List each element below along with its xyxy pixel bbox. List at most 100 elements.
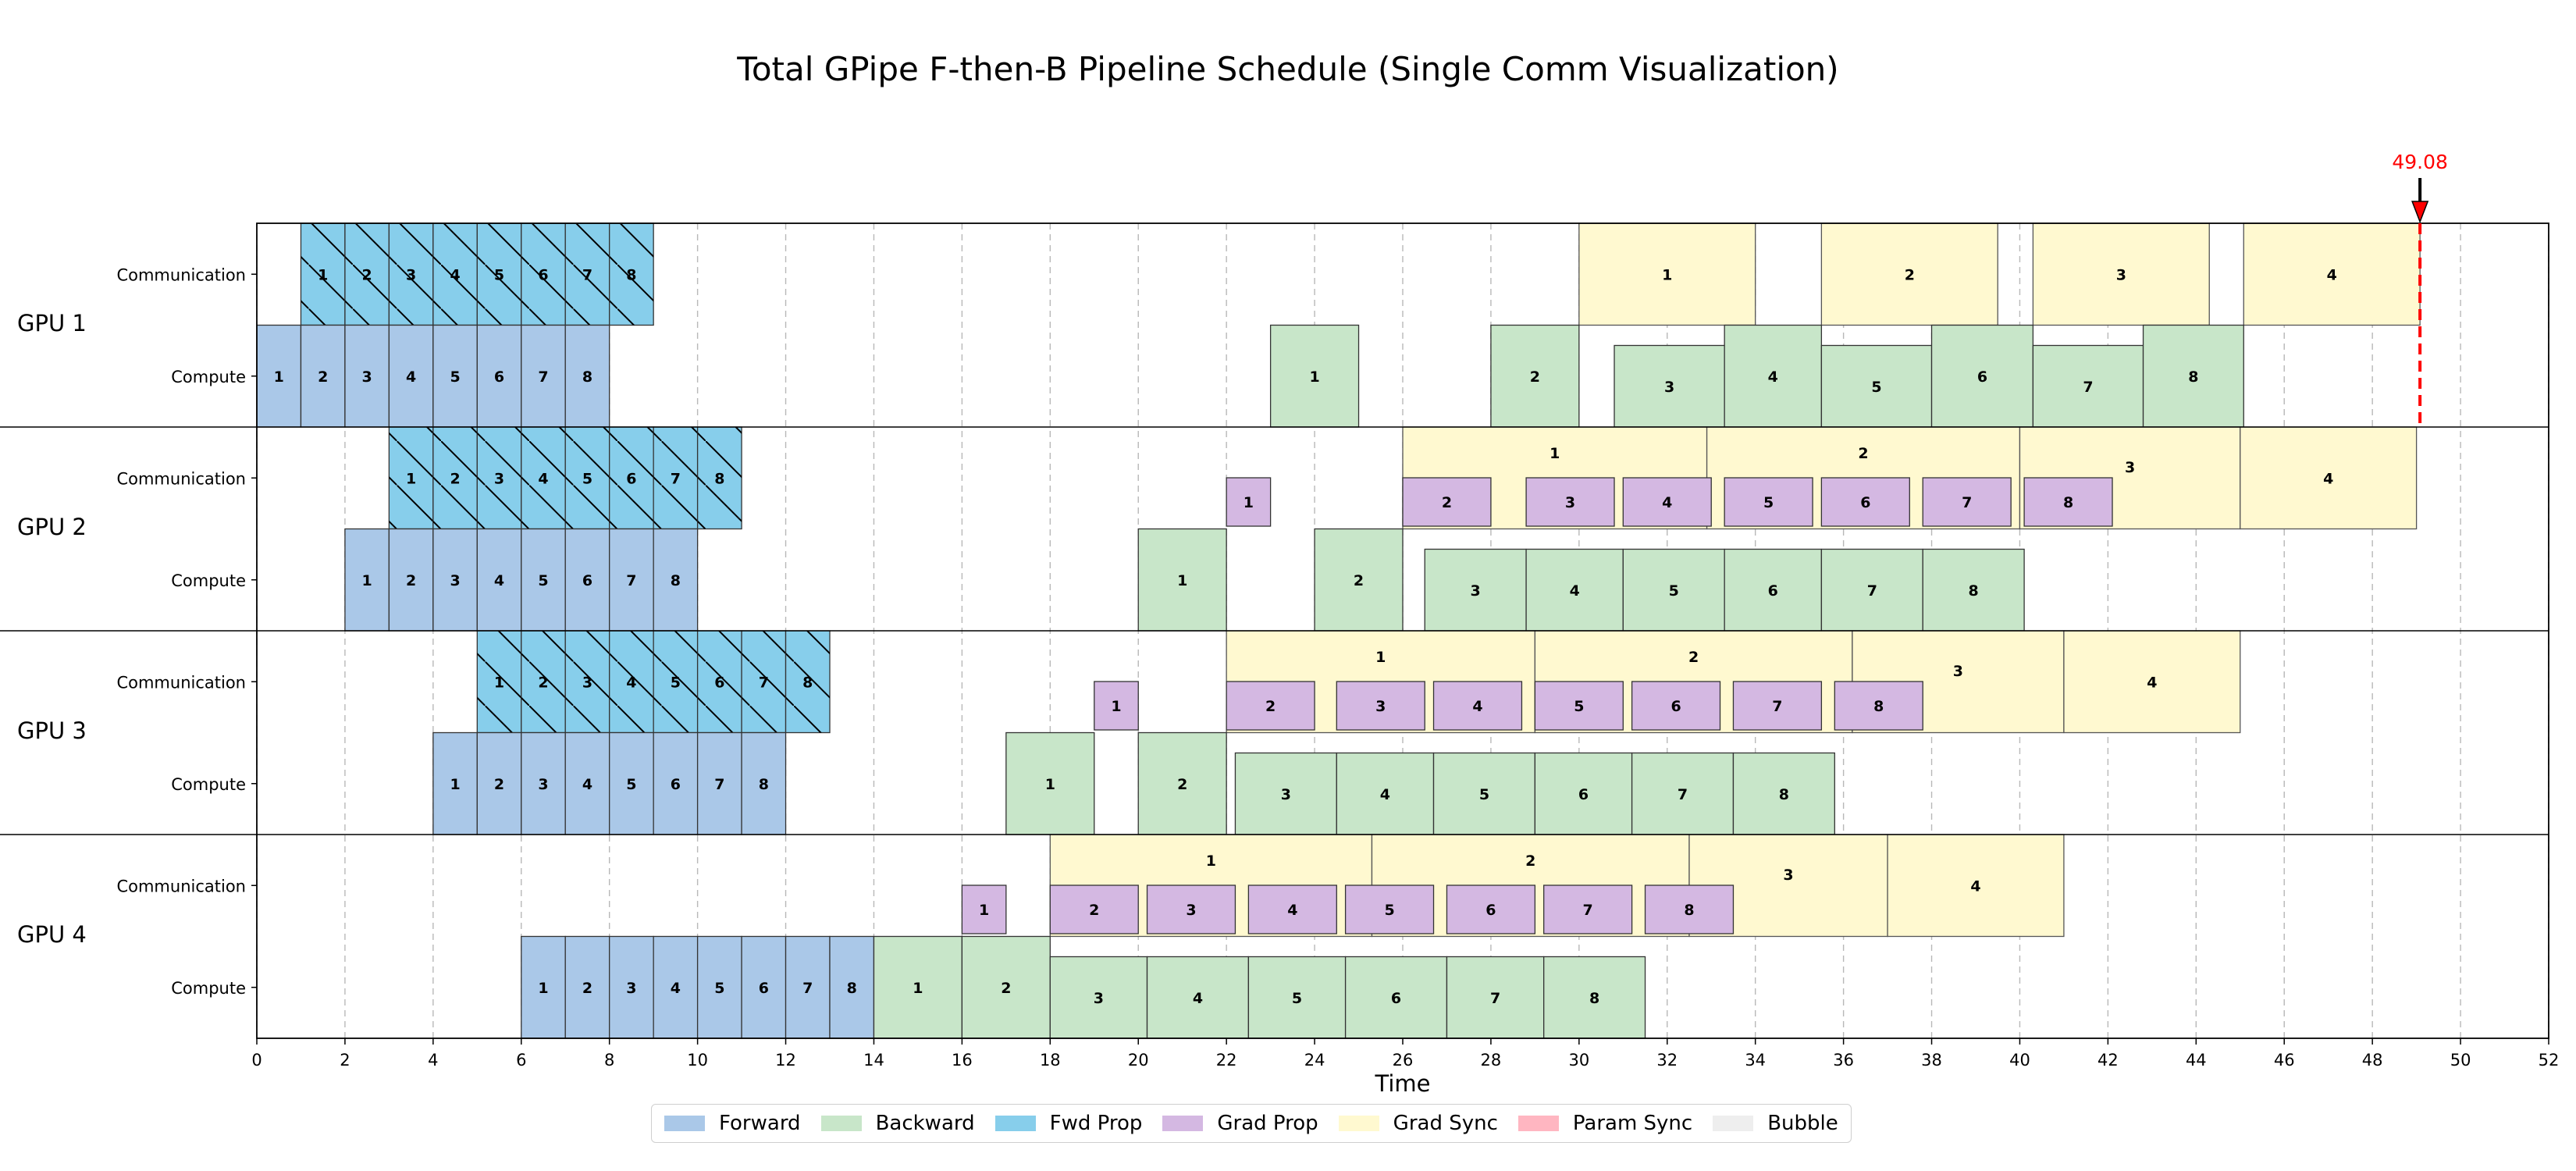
task-label: 4 [1768,368,1778,386]
gpu-label: GPU 3 [17,717,87,744]
task-label: 5 [450,368,460,386]
grad-prop-bar [1344,884,1435,934]
backward-bar [2142,324,2244,428]
grad-prop-bar [1146,884,1236,934]
forward-bar [388,324,434,428]
task-label: 6 [1860,494,1870,511]
legend-item: Param Sync [1517,1112,1692,1135]
lane-label: Communication [116,265,246,284]
forward-bar [564,324,610,428]
task-label: 2 [1905,266,1915,283]
task-label: 6 [1768,582,1778,600]
backward-bar [1234,752,1337,835]
lane-label: Communication [116,877,246,895]
task-label: 3 [1375,698,1386,715]
task-label: 4 [538,470,548,487]
backward-bar [1344,956,1448,1039]
backward-bar [1424,548,1527,632]
task-label: 5 [1763,494,1774,511]
grad-prop-bar [1247,884,1337,934]
forward-bar [521,528,566,632]
task-label: 4 [1662,494,1672,511]
task-label: 6 [1485,902,1496,919]
task-label: 7 [759,674,769,691]
grad-prop-bar [1724,477,1813,527]
backward-bar [1005,731,1095,835]
task-label: 1 [913,980,923,997]
x-axis: 0 2 4 6 8 10 12 14 16 18 20 22 24 26 28 30 32 34 36 38 40 42 4… [251,1038,2559,1097]
task-label: 3 [538,776,548,793]
x-tick-label: 46 [2274,1051,2295,1070]
legend-swatch [994,1116,1036,1131]
task-label: 8 [2063,494,2073,511]
lane-label: Communication [116,673,246,692]
task-label: 1 [362,572,372,589]
forward-bar [829,935,875,1039]
x-tick-label: 10 [687,1051,708,1070]
forward-bar [741,935,787,1039]
legend-swatch [1713,1116,1754,1131]
grad-prop-bar [1834,681,1923,731]
grad-prop-bar [1644,884,1735,934]
task-label: 1 [1111,698,1121,715]
x-tick-label: 28 [1481,1051,1502,1070]
task-label: 7 [714,776,724,793]
x-tick-label: 50 [2450,1051,2471,1070]
task-label: 3 [1186,902,1196,919]
x-tick-label: 18 [1040,1051,1061,1070]
task-label: 4 [406,368,416,386]
task-label: 7 [671,470,681,487]
x-tick-label: 36 [1833,1051,1854,1070]
task-label: 6 [671,776,681,793]
grad-prop-bar [1446,884,1536,934]
legend-swatch [1338,1116,1379,1131]
task-label: 8 [1873,698,1884,715]
fwd-prop-hatch [609,223,654,326]
backward-bar [1525,548,1624,632]
gpu-label: GPU 1 [17,310,87,336]
task-label: 6 [494,368,504,386]
x-tick-label: 26 [1393,1051,1414,1070]
forward-bar [653,731,699,835]
legend-label: Grad Prop [1217,1112,1318,1135]
grad-sync-bar [2063,630,2241,734]
grad-prop-bar [1226,477,1272,527]
backward-bar [1820,548,1923,632]
task-label: 6 [1670,698,1681,715]
task-label: 2 [1354,572,1364,589]
backward-bar [1137,731,1227,835]
task-label: 7 [538,368,548,386]
fwd-prop-hatch [389,427,433,529]
x-tick-label: 24 [1304,1051,1325,1070]
task-label: 4 [2327,266,2337,283]
task-label: 1 [1244,494,1254,511]
task-label: 7 [1962,494,1972,511]
backward-bar [1543,956,1646,1039]
fwd-prop-hatch [477,223,521,326]
task-label: 7 [1678,786,1688,803]
lane-label: Compute [171,979,246,998]
backward-bar [1820,344,1933,428]
task-label: 3 [626,980,636,997]
task-label: 4 [1193,990,1203,1007]
task-label: 3 [1953,663,1963,680]
legend-label: Grad Sync [1393,1112,1498,1135]
forward-bar [521,935,566,1039]
fwd-prop-hatch [565,223,610,326]
task-label: 6 [582,572,592,589]
x-tick-label: 14 [863,1051,884,1070]
fwd-prop-hatch [609,427,654,529]
task-label: 2 [406,572,416,589]
task-label: 5 [1384,902,1394,919]
task-label: 6 [538,266,548,283]
backward-bar [1336,752,1435,835]
grad-sync-bar [2240,426,2418,530]
task-label: 2 [1525,852,1535,870]
task-label: 3 [1783,867,1793,884]
backward-bar [1631,752,1735,835]
task-label: 1 [1662,266,1672,283]
fwd-prop-hatch [521,631,566,733]
legend-swatch [1517,1116,1559,1131]
forward-bar [476,528,522,632]
